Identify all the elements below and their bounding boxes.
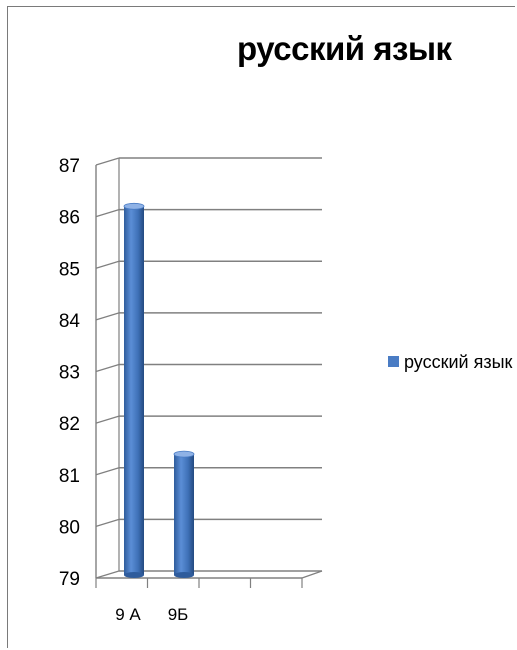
- legend-label: русский язык: [404, 352, 513, 372]
- side-wall-tick: [95, 467, 120, 476]
- chart-title: русский язык: [237, 30, 452, 67]
- y-tick-label: 84: [59, 311, 81, 332]
- y-tick-label: 80: [59, 517, 80, 538]
- y-tick-label: 81: [59, 466, 80, 487]
- bar: [123, 202, 145, 578]
- side-wall-tick: [95, 415, 120, 424]
- side-wall-tick: [95, 260, 120, 269]
- y-tick-label: 82: [59, 414, 80, 435]
- x-tick-label: 9Б: [168, 605, 189, 624]
- y-tick-labels: 79 80 81 82 83 84 85 86 87: [59, 156, 81, 590]
- side-wall-tick: [95, 312, 120, 321]
- side-wall-tick: [95, 157, 120, 166]
- chart-frame: [7, 6, 515, 648]
- side-wall-tick: [95, 209, 120, 218]
- y-tick-label: 85: [59, 259, 80, 280]
- grid-lines: [95, 157, 322, 579]
- y-tick-label: 86: [59, 208, 80, 229]
- y-tick-label: 83: [59, 363, 80, 384]
- x-tick-labels: 9 А 9Б: [115, 605, 188, 624]
- floor-edge: [301, 570, 323, 579]
- y-tick-label: 79: [59, 569, 80, 590]
- side-wall-tick: [95, 518, 120, 527]
- bar: [173, 450, 195, 578]
- axes: [95, 158, 323, 588]
- side-wall-tick: [95, 363, 120, 373]
- y-tick-label: 87: [59, 156, 80, 177]
- legend: русский язык: [388, 348, 514, 377]
- x-tick-label: 9 А: [115, 605, 141, 624]
- legend-swatch: [388, 356, 399, 367]
- bars: [123, 202, 195, 578]
- side-wall-tick: [95, 570, 120, 579]
